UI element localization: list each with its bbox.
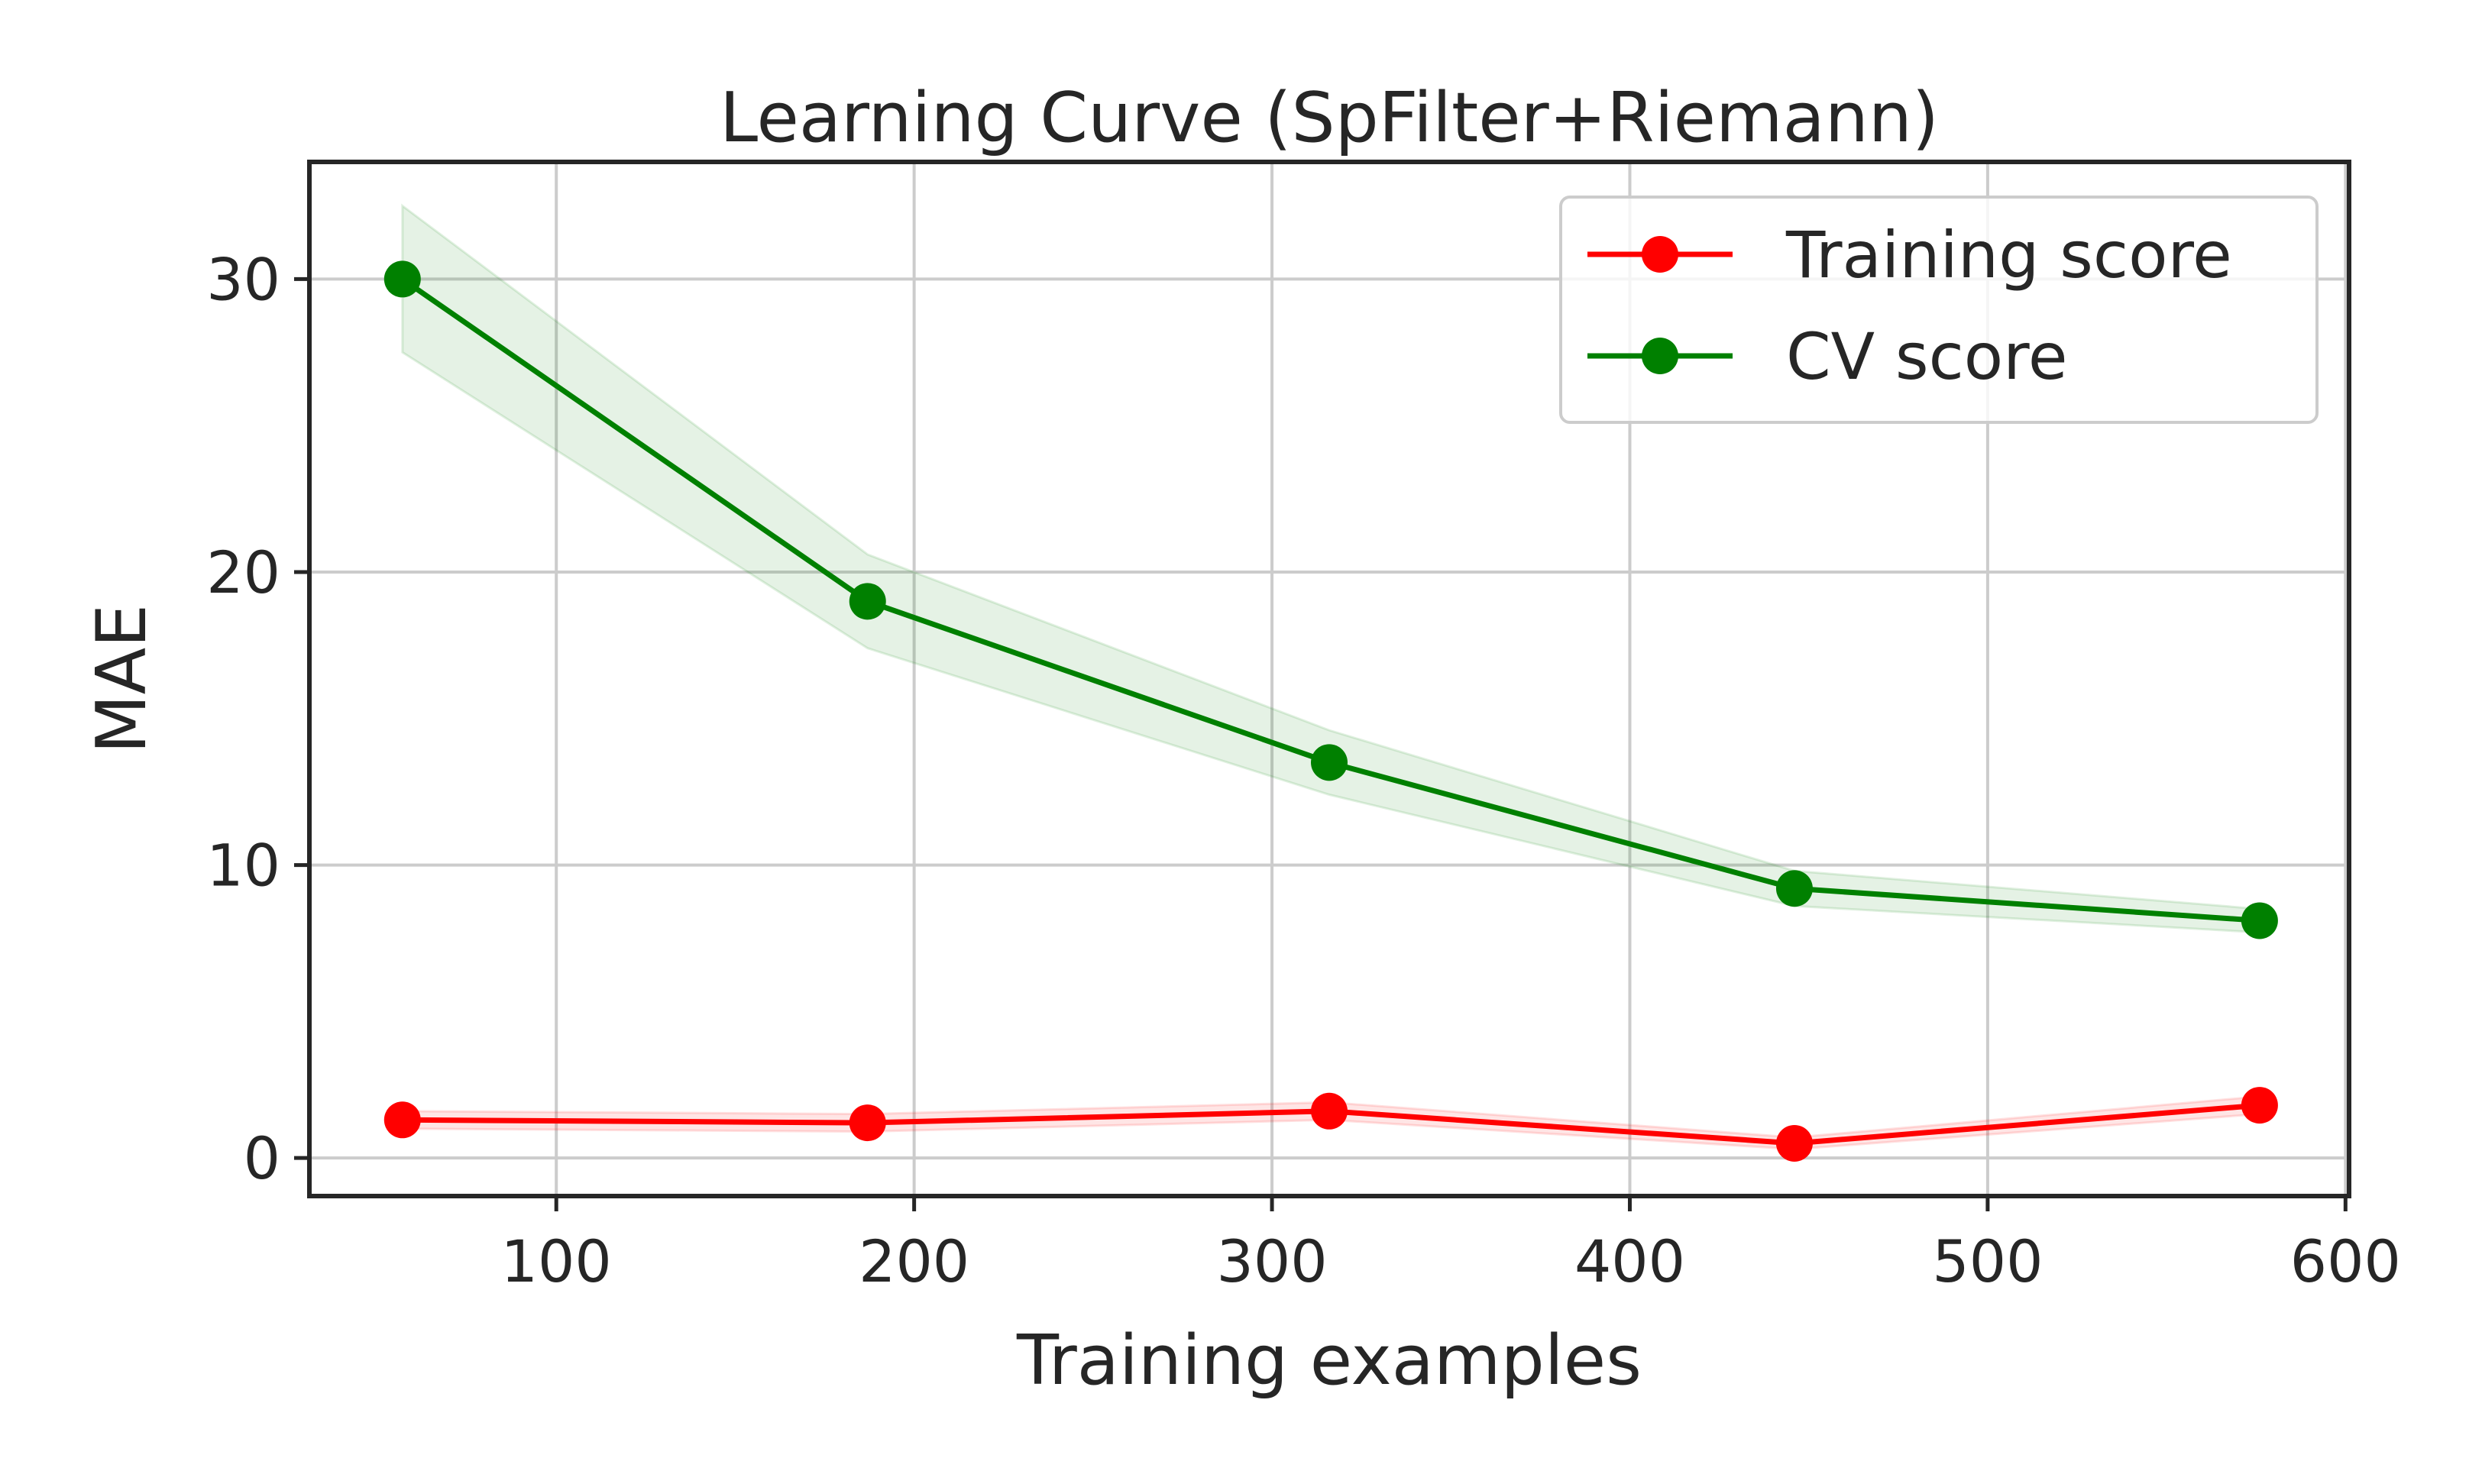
- x-axis-label: Training examples: [1016, 1321, 1642, 1401]
- x-tick-label: 300: [1217, 1227, 1328, 1295]
- legend-label: CV score: [1786, 319, 2068, 394]
- data-point: [849, 583, 886, 620]
- data-point: [1775, 1124, 1813, 1162]
- series-points: [383, 260, 2278, 1162]
- x-tick-label: 500: [1932, 1227, 2043, 1295]
- x-tick-label: 400: [1574, 1227, 1685, 1295]
- y-tick-label: 10: [206, 832, 280, 900]
- y-tick-label: 20: [206, 538, 280, 606]
- chart-title: Learning Curve (SpFilter+Riemann): [720, 78, 1939, 158]
- data-point: [1311, 744, 1348, 781]
- legend: Training score CV score: [1559, 196, 2319, 424]
- axis-ticks: 100 200 300 400 500 600 0 10 20 30: [206, 245, 2401, 1295]
- y-tick-label: 0: [244, 1124, 280, 1192]
- data-point: [2241, 902, 2278, 939]
- legend-box: [1559, 196, 2319, 424]
- x-tick-label: 200: [859, 1227, 969, 1295]
- data-point: [849, 1104, 886, 1142]
- plot-frame: [307, 160, 2351, 1198]
- legend-marker: [1642, 236, 1678, 273]
- data-point: [2241, 1087, 2278, 1124]
- legend-marker: [1642, 338, 1678, 374]
- data-point: [383, 260, 421, 298]
- x-tick-label: 600: [2290, 1227, 2401, 1295]
- y-axis-label: MAE: [82, 604, 162, 754]
- y-tick-label: 30: [206, 245, 280, 313]
- data-point: [1775, 870, 1813, 907]
- x-tick-label: 100: [501, 1227, 612, 1295]
- data-point: [1311, 1092, 1348, 1130]
- data-point: [383, 1101, 421, 1139]
- legend-label: Training score: [1785, 218, 2232, 293]
